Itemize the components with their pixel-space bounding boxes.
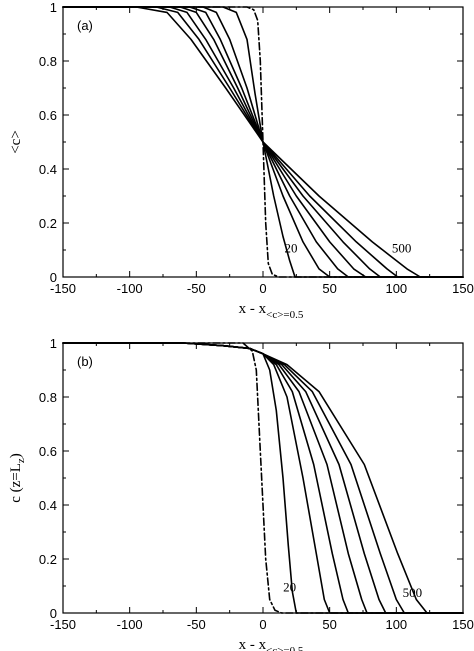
x-tick-label: -50 (187, 281, 206, 296)
series-line-5 (62, 342, 464, 614)
y-tick-label: 0.4 (39, 162, 57, 177)
curve-label: 500 (403, 585, 423, 600)
curve-label: 500 (392, 241, 412, 256)
x-tick-label: 50 (322, 617, 336, 632)
y-axis-title: <c> (8, 130, 24, 154)
series-line-0 (62, 342, 464, 614)
x-tick-label: 150 (452, 617, 474, 632)
y-tick-label: 0 (50, 270, 57, 285)
y-axis-title: c (z=Lz) (8, 453, 27, 503)
series-line-6 (62, 342, 464, 614)
x-tick-label: 100 (385, 281, 407, 296)
x-tick-label: -150 (50, 281, 76, 296)
y-tick-label: 0.8 (39, 54, 57, 69)
x-tick-label: 0 (259, 281, 266, 296)
y-tick-label: 0.4 (39, 498, 57, 513)
series-line-2 (62, 342, 464, 614)
series-line-3 (62, 342, 464, 614)
panel-label: (b) (77, 354, 93, 369)
x-tick-label: -100 (117, 617, 143, 632)
panel-a: -150 -100 -50 0 50 100 150 0 0.2 0.4 0.6 0.8 1 20 500 (… (8, 0, 474, 321)
y-tick-label: 0.6 (39, 108, 57, 123)
x-axis-title: x - x<c>=0.5 (239, 637, 304, 651)
x-tick-label: 0 (259, 617, 266, 632)
y-tick-label: 1 (50, 336, 57, 351)
plot-frame (62, 342, 464, 614)
y-tick-label: 0.8 (39, 390, 57, 405)
y-tick-label: 0.2 (39, 552, 57, 567)
series-line-1 (62, 342, 464, 614)
x-tick-label: -50 (187, 617, 206, 632)
y-tick-label: 1 (50, 0, 57, 15)
y-tick-label: 0.2 (39, 216, 57, 231)
x-tick-label: 50 (322, 281, 336, 296)
y-tick-label: 0.6 (39, 444, 57, 459)
series-line-7 (62, 6, 464, 278)
series-line-4 (62, 342, 464, 614)
panel-label: (a) (77, 18, 93, 33)
x-tick-label: 150 (452, 281, 474, 296)
panel-b: -150 -100 -50 0 50 100 150 0 0.2 0.4 0.6 0.8 1 20 500 (… (8, 336, 474, 651)
x-tick-label: -150 (50, 617, 76, 632)
curve-label: 20 (285, 241, 298, 256)
series-line-7 (62, 342, 464, 614)
curve-label: 20 (283, 579, 296, 594)
y-tick-label: 0 (50, 606, 57, 621)
x-tick-label: 100 (385, 617, 407, 632)
x-axis-title: x - x<c>=0.5 (239, 301, 304, 321)
x-tick-label: -100 (117, 281, 143, 296)
